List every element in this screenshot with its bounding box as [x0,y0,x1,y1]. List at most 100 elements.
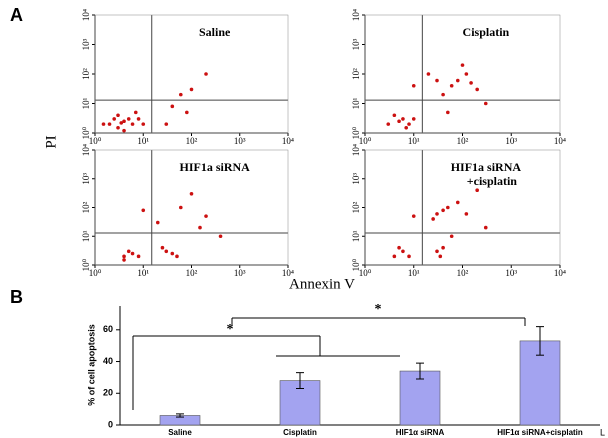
event-dot [435,78,439,83]
x-tick-label: 10⁰ [89,136,102,146]
y-tick-label: 10² [351,68,361,80]
panel-label: A [10,5,23,25]
x-tick-label: 10³ [234,136,246,146]
event-dot [464,72,469,76]
event-dot [392,113,397,118]
event-dot [441,92,445,97]
event-dot [407,122,411,126]
y-tick-label: 10⁰ [81,126,91,139]
y-tick-label: 10¹ [351,230,361,242]
event-dot [204,214,208,218]
event-dot [204,72,208,76]
event-dot [170,251,175,256]
event-dot [438,254,443,259]
event-dot [107,122,112,126]
x-tick-label: 10¹ [408,136,420,146]
x-tick-label: 10¹ [408,268,420,278]
event-dot [122,128,126,133]
event-dot [136,117,141,121]
event-dot [101,122,106,126]
event-dot [130,251,135,256]
event-dot [126,117,131,121]
x-tick-label: 10² [186,268,198,278]
panel-title: Cisplatin [463,25,510,39]
y-tick-label: 10³ [351,173,361,185]
event-dot [397,119,401,124]
y-tick-label: 10⁴ [351,9,361,21]
y-tick-label: 10² [81,68,91,80]
y-tick-label: 60 [103,324,113,334]
y-tick-label: 10⁴ [81,144,91,156]
y-tick-label: 10¹ [351,97,361,109]
x-tick-label: 10³ [505,136,517,146]
event-dot [475,188,479,192]
event-dot [404,126,408,130]
event-dot [178,205,183,210]
x-tick-label: 10⁴ [282,268,294,278]
plot-frame [364,14,561,134]
event-dot [116,126,120,130]
x-tick-label: 10⁴ [554,268,566,278]
event-dot [441,245,445,250]
y-tick-label: 10³ [81,173,91,185]
event-dot [449,234,454,239]
event-dot [483,101,488,106]
event-dot [175,254,179,259]
event-dot [483,225,488,230]
event-dot [155,220,160,225]
panel-title: HIF1a siRNA [179,160,250,174]
event-dot [189,191,194,196]
event-dot [112,117,117,121]
event-dot [185,110,189,115]
event-dot [198,225,202,230]
x-tick-label: 10⁰ [89,268,102,278]
event-dot [446,205,450,210]
x-tick-label: 10⁴ [282,136,294,146]
x-tick-label: HIF1α siRNA [396,428,445,437]
x-tick-label: HIF1α siRNA+cisplatin [497,428,583,437]
event-dot [475,87,479,92]
event-dot [455,78,460,83]
y-tick-label: 10⁴ [81,9,91,21]
event-dot [189,87,194,92]
x-tick-label: 10² [457,268,469,278]
event-dot [401,249,405,254]
x-tick-label: Saline [168,428,192,437]
event-dot [411,214,416,218]
y-tick-label: 0 [108,419,113,429]
x-tick-label: 10⁰ [359,136,372,146]
panel-title: Saline [199,25,231,39]
y-tick-label: 10⁰ [351,126,361,139]
y-tick-label: 10² [81,201,91,213]
x-tick-label: Cisplatin [283,428,317,437]
panel-title: HIF1a siRNA [451,160,522,174]
event-dot [122,254,126,259]
plot-frame [94,149,289,266]
event-dot [164,122,169,126]
y-tick-label: 20 [103,388,113,398]
event-dot [141,122,146,126]
event-dot [435,212,439,216]
significance-mark: * [227,322,234,337]
event-dot [392,254,397,259]
event-dot [401,117,405,121]
x-axis-label: L [600,427,605,437]
event-dot [386,122,391,126]
event-dot [449,83,454,88]
y-axis-label: PI [43,135,59,148]
event-dot [460,63,465,67]
event-dot [407,254,411,259]
event-dot [122,258,126,262]
event-dot [469,81,473,85]
event-dot [122,119,126,124]
event-dot [170,104,175,109]
y-axis-label: % of cell apoptosis [86,324,96,406]
panel-subtitle: +cisplatin [467,174,518,188]
y-tick-label: 10⁴ [351,144,361,156]
event-dot [130,122,135,126]
event-dot [136,254,141,259]
event-dot [116,113,120,118]
event-dot [464,212,469,216]
event-dot [441,208,445,213]
event-dot [435,249,439,254]
